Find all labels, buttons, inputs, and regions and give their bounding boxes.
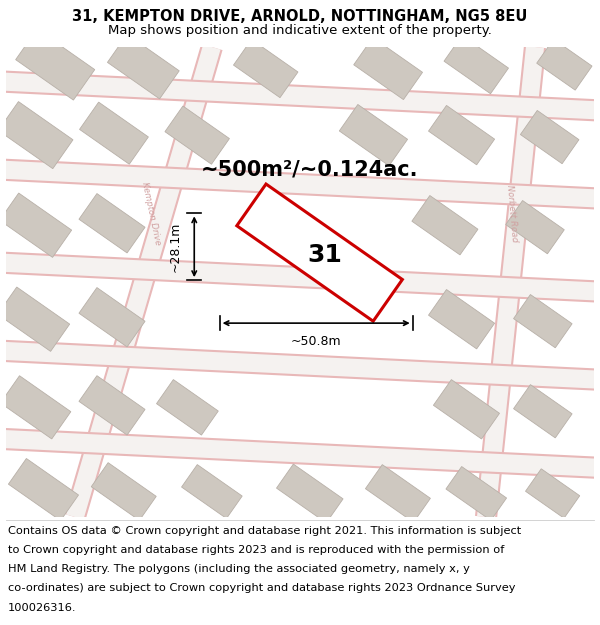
Text: Norbett Road: Norbett Road (505, 184, 520, 242)
Text: Kempton Drive: Kempton Drive (140, 181, 162, 246)
Polygon shape (446, 466, 506, 521)
Polygon shape (16, 29, 95, 100)
Text: HM Land Registry. The polygons (including the associated geometry, namely x, y: HM Land Registry. The polygons (includin… (8, 564, 470, 574)
Polygon shape (354, 38, 422, 99)
Polygon shape (520, 111, 579, 164)
Polygon shape (233, 39, 298, 98)
Polygon shape (0, 287, 70, 351)
Polygon shape (79, 376, 145, 435)
Text: Map shows position and indicative extent of the property.: Map shows position and indicative extent… (108, 24, 492, 37)
Text: 31: 31 (307, 242, 342, 267)
Polygon shape (428, 289, 494, 349)
Polygon shape (0, 193, 71, 258)
Polygon shape (412, 196, 478, 255)
Polygon shape (79, 288, 145, 347)
Polygon shape (8, 459, 79, 521)
Text: co-ordinates) are subject to Crown copyright and database rights 2023 Ordnance S: co-ordinates) are subject to Crown copyr… (8, 583, 515, 593)
Polygon shape (79, 194, 145, 253)
Polygon shape (514, 384, 572, 438)
Text: Contains OS data © Crown copyright and database right 2021. This information is : Contains OS data © Crown copyright and d… (8, 526, 521, 536)
Polygon shape (506, 201, 564, 254)
Polygon shape (165, 106, 229, 164)
Polygon shape (428, 106, 494, 165)
Polygon shape (514, 294, 572, 348)
Text: ~500m²/~0.124ac.: ~500m²/~0.124ac. (201, 159, 419, 179)
Text: ~28.1m: ~28.1m (169, 221, 182, 272)
Text: 100026316.: 100026316. (8, 602, 76, 612)
Polygon shape (91, 462, 156, 521)
Polygon shape (340, 104, 407, 166)
Polygon shape (182, 464, 242, 519)
Polygon shape (0, 102, 73, 169)
Polygon shape (365, 464, 430, 522)
Polygon shape (157, 379, 218, 435)
Polygon shape (526, 469, 580, 518)
Text: 31, KEMPTON DRIVE, ARNOLD, NOTTINGHAM, NG5 8EU: 31, KEMPTON DRIVE, ARNOLD, NOTTINGHAM, N… (73, 9, 527, 24)
Polygon shape (444, 36, 508, 94)
Polygon shape (537, 39, 592, 90)
Text: ~50.8m: ~50.8m (291, 335, 341, 348)
Polygon shape (80, 102, 148, 164)
Polygon shape (277, 464, 343, 523)
Polygon shape (237, 184, 403, 321)
Text: to Crown copyright and database rights 2023 and is reproduced with the permissio: to Crown copyright and database rights 2… (8, 545, 504, 555)
Polygon shape (107, 34, 179, 99)
Polygon shape (433, 379, 500, 439)
Polygon shape (1, 376, 71, 439)
